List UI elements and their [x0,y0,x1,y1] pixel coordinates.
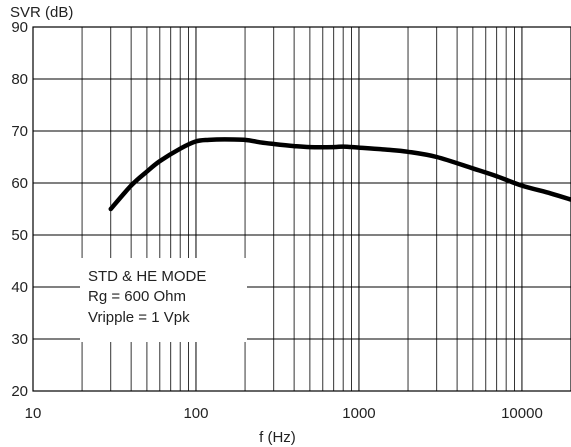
y-tick-label: 70 [11,123,28,140]
x-tick-labels: 10 100 1000 10000 [25,405,543,422]
y-tick-label: 50 [11,227,28,244]
y-tick-label: 80 [11,71,28,88]
x-tick-label: 1000 [342,405,375,422]
x-axis-title: f (Hz) [259,429,296,446]
y-tick-label: 90 [11,19,28,36]
x-tick-label: 10000 [501,405,543,422]
svr-curve [108,137,571,212]
x-tick-label: 10 [25,405,42,422]
data-series [108,137,571,212]
annotation-line: Rg = 600 Ohm [88,288,186,305]
y-tick-label: 60 [11,175,28,192]
x-tick-label: 100 [183,405,208,422]
y-tick-label: 40 [11,279,28,296]
y-tick-labels: 20 30 40 50 60 70 80 90 [11,19,28,400]
y-tick-label: 20 [11,383,28,400]
plot-frame [32,26,571,392]
annotation-line: Vripple = 1 Vpk [88,309,190,326]
y-axis-title: SVR (dB) [10,4,73,21]
annotation-box [80,258,247,342]
y-tick-label: 30 [11,331,28,348]
annotation-line: STD & HE MODE [88,268,206,285]
